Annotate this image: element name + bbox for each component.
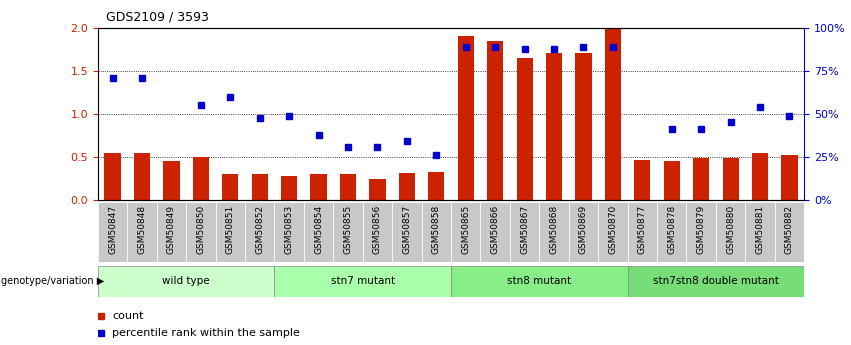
Text: stn8 mutant: stn8 mutant: [507, 276, 571, 286]
Bar: [369, 179, 386, 200]
Bar: [693, 158, 709, 200]
Bar: [722, 158, 739, 200]
Bar: [392, 202, 421, 262]
Text: GSM50857: GSM50857: [403, 205, 411, 254]
Bar: [134, 152, 150, 200]
Bar: [215, 202, 245, 262]
Bar: [664, 161, 680, 200]
Bar: [481, 202, 510, 262]
Bar: [540, 202, 568, 262]
Bar: [252, 174, 268, 200]
Bar: [245, 202, 274, 262]
Bar: [598, 202, 627, 262]
Text: GSM50853: GSM50853: [285, 205, 294, 254]
Text: GSM50866: GSM50866: [491, 205, 500, 254]
Bar: [340, 174, 356, 200]
Text: GSM50865: GSM50865: [461, 205, 471, 254]
Bar: [274, 202, 304, 262]
Text: percentile rank within the sample: percentile rank within the sample: [112, 328, 300, 338]
Text: GSM50849: GSM50849: [167, 205, 176, 254]
Bar: [627, 202, 657, 262]
Text: stn7stn8 double mutant: stn7stn8 double mutant: [653, 276, 779, 286]
Bar: [98, 266, 274, 297]
Bar: [105, 152, 121, 200]
Text: count: count: [112, 311, 144, 321]
Text: GSM50850: GSM50850: [197, 205, 205, 254]
Bar: [575, 53, 591, 200]
Bar: [517, 58, 533, 200]
Bar: [781, 155, 797, 200]
Bar: [193, 157, 209, 200]
Bar: [716, 202, 745, 262]
Bar: [451, 202, 481, 262]
Text: GSM50882: GSM50882: [785, 205, 794, 254]
Text: GSM50878: GSM50878: [667, 205, 677, 254]
Text: wild type: wild type: [163, 276, 210, 286]
Text: GSM50870: GSM50870: [608, 205, 617, 254]
Text: GSM50855: GSM50855: [344, 205, 352, 254]
Bar: [428, 171, 444, 200]
Text: GSM50848: GSM50848: [138, 205, 146, 254]
Bar: [487, 41, 503, 200]
Text: GSM50869: GSM50869: [579, 205, 588, 254]
Text: GSM50879: GSM50879: [697, 205, 705, 254]
Bar: [752, 152, 768, 200]
Text: GSM50881: GSM50881: [756, 205, 764, 254]
Bar: [334, 202, 363, 262]
Bar: [274, 266, 451, 297]
Bar: [281, 176, 297, 200]
Bar: [163, 161, 180, 200]
Text: GSM50880: GSM50880: [726, 205, 735, 254]
Bar: [745, 202, 774, 262]
Text: GSM50854: GSM50854: [314, 205, 323, 254]
Text: GSM50852: GSM50852: [255, 205, 264, 254]
Bar: [186, 202, 215, 262]
Bar: [421, 202, 451, 262]
Bar: [634, 159, 650, 200]
Text: genotype/variation ▶: genotype/variation ▶: [1, 276, 104, 286]
Text: GSM50856: GSM50856: [373, 205, 382, 254]
Text: GSM50858: GSM50858: [431, 205, 441, 254]
Bar: [687, 202, 716, 262]
Bar: [458, 36, 474, 200]
Bar: [774, 202, 804, 262]
Text: GSM50867: GSM50867: [520, 205, 529, 254]
Bar: [98, 202, 128, 262]
Text: GSM50877: GSM50877: [638, 205, 647, 254]
Bar: [568, 202, 598, 262]
Bar: [311, 174, 327, 200]
Text: stn7 mutant: stn7 mutant: [331, 276, 395, 286]
Bar: [627, 266, 804, 297]
Bar: [128, 202, 157, 262]
Text: GSM50851: GSM50851: [226, 205, 235, 254]
Bar: [399, 172, 415, 200]
Bar: [605, 28, 621, 200]
Bar: [157, 202, 186, 262]
Bar: [657, 202, 687, 262]
Bar: [222, 174, 238, 200]
Text: GSM50847: GSM50847: [108, 205, 117, 254]
Text: GDS2109 / 3593: GDS2109 / 3593: [106, 10, 209, 23]
Bar: [363, 202, 392, 262]
Text: GSM50868: GSM50868: [550, 205, 558, 254]
Bar: [304, 202, 334, 262]
Bar: [510, 202, 540, 262]
Bar: [451, 266, 627, 297]
Bar: [546, 53, 563, 200]
